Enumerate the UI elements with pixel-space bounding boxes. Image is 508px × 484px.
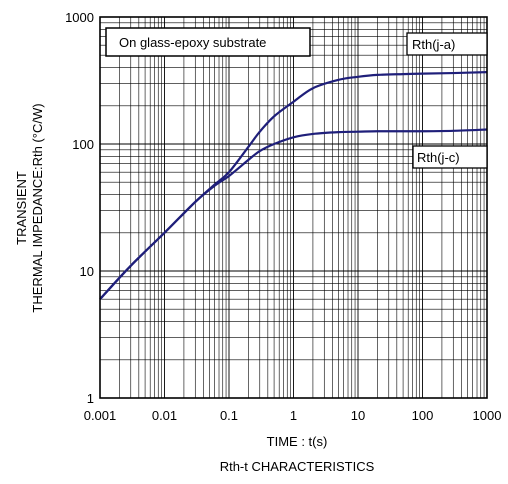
legend-box-rth-j-c [412,145,488,169]
legend-label-rth-j-c: Rth(j-c) [417,150,460,165]
series-line-rth-j-c [99,128,488,300]
x-tick-label: 100 [412,408,434,423]
y-tick-label: 10 [80,264,94,279]
plot-frame [99,16,488,399]
annotation-box [105,27,311,57]
x-tick-label: 10 [351,408,365,423]
x-axis-label: TIME : t(s) [267,434,328,449]
y-tick-label: 1000 [65,10,94,25]
series-lines [99,71,488,300]
y-tick-label: 100 [72,137,94,152]
legend-label-rth-j-a: Rth(j-a) [412,37,455,52]
tick-labels: 0.001 0.01 0.1 1 10 100 1000 1 10 100 1000 [65,10,501,423]
x-tick-label: 0.01 [152,408,177,423]
y-axis-label-line2: THERMAL IMPEDANCE:Rth (°C/W) [30,103,45,312]
legend-box-rth-j-a [406,32,488,56]
y-tick-label: 1 [87,391,94,406]
x-tick-label: 1 [290,408,297,423]
annotation-text: On glass-epoxy substrate [119,35,266,50]
y-axis-label-line1: TRANSIENT [14,171,29,245]
x-tick-label: 0.001 [84,408,117,423]
chart-title: Rth-t CHARACTERISTICS [220,459,375,474]
x-tick-label: 0.1 [220,408,238,423]
x-tick-label: 1000 [473,408,502,423]
